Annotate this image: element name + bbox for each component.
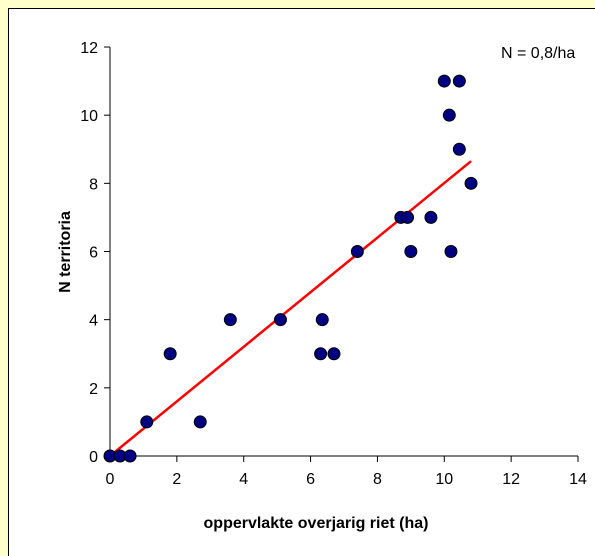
data-points — [103, 74, 478, 463]
y-tick-label: 10 — [80, 108, 98, 125]
y-ticks: 0 2 4 6 8 10 12 — [80, 40, 110, 466]
y-tick-label: 12 — [80, 40, 98, 57]
data-point — [350, 245, 364, 258]
data-point — [327, 347, 341, 361]
y-tick-label: 4 — [89, 313, 98, 330]
axes: 0 2 4 6 8 10 12 14 0 2 4 6 8 10 12 — [80, 40, 587, 488]
data-point — [140, 415, 154, 429]
y-tick-label: 8 — [89, 176, 98, 193]
y-tick-label: 6 — [89, 245, 98, 262]
x-tick-label: 14 — [569, 471, 587, 488]
data-point — [401, 210, 415, 224]
data-point — [315, 313, 329, 327]
y-tick-label: 2 — [89, 381, 98, 398]
chart-area — [8, 8, 595, 556]
data-point — [314, 347, 328, 361]
data-point — [444, 245, 458, 258]
data-point — [442, 108, 456, 122]
x-tick-label: 0 — [106, 471, 115, 488]
trendline — [109, 160, 472, 457]
x-axis-title: oppervlakte overjarig riet (ha) — [204, 515, 429, 532]
data-point — [163, 347, 177, 361]
data-point — [437, 74, 451, 88]
data-point — [424, 210, 438, 224]
x-tick-label: 12 — [502, 471, 520, 488]
slope-annotation: N = 0,8/ha — [501, 45, 575, 62]
x-tick-label: 2 — [172, 471, 181, 488]
x-tick-label: 8 — [373, 471, 382, 488]
data-point — [223, 313, 237, 327]
y-axis-title: N territoria — [57, 211, 74, 293]
data-point — [273, 313, 287, 327]
data-point — [193, 415, 207, 429]
y-tick-label: 0 — [89, 449, 98, 466]
data-point — [464, 176, 478, 190]
x-tick-label: 10 — [435, 471, 453, 488]
x-tick-label: 6 — [306, 471, 315, 488]
data-point — [123, 449, 137, 463]
data-point — [404, 245, 418, 258]
x-tick-label: 4 — [239, 471, 248, 488]
x-ticks: 0 2 4 6 8 10 12 14 — [106, 456, 587, 488]
data-point — [452, 142, 466, 156]
data-point — [452, 74, 466, 88]
